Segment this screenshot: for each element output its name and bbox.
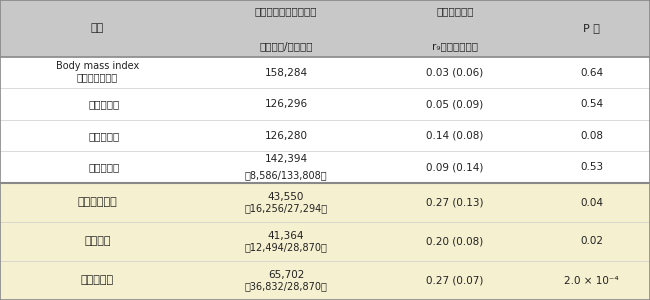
Text: （肥満の指標）: （肥満の指標） <box>77 73 118 82</box>
Text: 虚血性脳卒中: 虚血性脳卒中 <box>77 197 118 208</box>
Text: 収縮期血圧: 収縮期血圧 <box>88 131 120 141</box>
Text: 0.27 (0.07): 0.27 (0.07) <box>426 275 484 286</box>
Text: 0.54: 0.54 <box>580 99 603 109</box>
Text: 142,394: 142,394 <box>265 154 307 164</box>
Text: 解析に用いられた人数: 解析に用いられた人数 <box>255 6 317 16</box>
Text: 形質: 形質 <box>91 23 104 34</box>
Text: 0.09 (0.14): 0.09 (0.14) <box>426 162 484 172</box>
Text: （8,586/133,808）: （8,586/133,808） <box>244 170 328 180</box>
Text: 0.05 (0.09): 0.05 (0.09) <box>426 99 484 109</box>
Text: 126,280: 126,280 <box>265 131 307 141</box>
Text: 0.04: 0.04 <box>580 197 603 208</box>
Polygon shape <box>0 0 650 57</box>
Text: （疾患群/対象群）: （疾患群/対象群） <box>259 41 313 51</box>
Text: （16,256/27,294）: （16,256/27,294） <box>244 203 328 213</box>
Text: 0.27 (0.13): 0.27 (0.13) <box>426 197 484 208</box>
Text: 43,550: 43,550 <box>268 192 304 202</box>
Polygon shape <box>0 57 650 183</box>
Text: r₉（標準誤差）: r₉（標準誤差） <box>432 41 478 51</box>
Text: 0.14 (0.08): 0.14 (0.08) <box>426 131 484 141</box>
Text: 126,296: 126,296 <box>265 99 307 109</box>
Text: 0.20 (0.08): 0.20 (0.08) <box>426 236 484 247</box>
Polygon shape <box>0 183 650 300</box>
Text: 41,364: 41,364 <box>268 231 304 241</box>
Text: 158,284: 158,284 <box>265 68 307 78</box>
Text: 2.0 × 10⁻⁴: 2.0 × 10⁻⁴ <box>564 275 619 286</box>
Text: 0.02: 0.02 <box>580 236 603 247</box>
Text: ２型糖尿病: ２型糖尿病 <box>81 275 114 286</box>
Text: 0.53: 0.53 <box>580 162 603 172</box>
Text: Body mass index: Body mass index <box>56 61 139 71</box>
Text: P 値: P 値 <box>583 23 600 34</box>
Text: 慢性腎臓病: 慢性腎臓病 <box>88 162 120 172</box>
Text: 0.03 (0.06): 0.03 (0.06) <box>426 68 484 78</box>
Text: 遺伝学的相関: 遺伝学的相関 <box>436 6 474 16</box>
Text: 0.08: 0.08 <box>580 131 603 141</box>
Text: 拡張期血圧: 拡張期血圧 <box>88 99 120 109</box>
Text: （36,832/28,870）: （36,832/28,870） <box>244 281 328 291</box>
Text: 65,702: 65,702 <box>268 270 304 280</box>
Text: （12,494/28,870）: （12,494/28,870） <box>244 242 328 252</box>
Text: 0.64: 0.64 <box>580 68 603 78</box>
Text: 心筋梗塞: 心筋梗塞 <box>84 236 110 247</box>
